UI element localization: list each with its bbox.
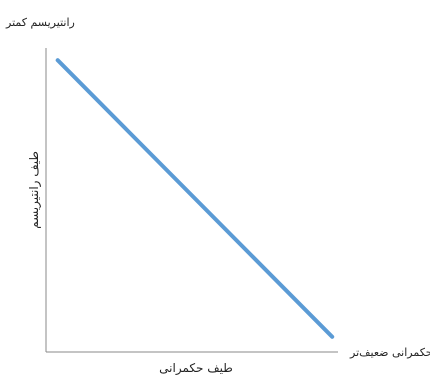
x-axis-label: طیف حکمرانی bbox=[159, 361, 233, 376]
y-axis-end-label: رانتیریسم کمتر bbox=[5, 16, 75, 29]
x-axis-end-label: حکمرانی ضعیف‌تر bbox=[349, 346, 430, 359]
series-layer bbox=[55, 58, 335, 339]
series-line-0 bbox=[55, 58, 335, 339]
y-axis-label: طیف رانتیریسم bbox=[27, 151, 42, 229]
